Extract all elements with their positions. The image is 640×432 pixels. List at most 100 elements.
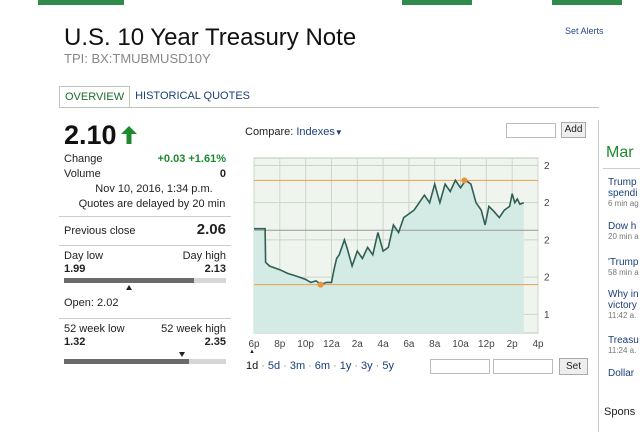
news-time: 11:24 a. [608, 346, 637, 355]
news-item[interactable]: Dollar [608, 368, 640, 379]
divider [59, 245, 231, 246]
news-time: 6 min ag [608, 199, 639, 208]
x-tick-label: 4a [378, 339, 390, 350]
range-link-3y[interactable]: 3y [361, 360, 373, 372]
news-headline[interactable]: Dollar [608, 368, 635, 379]
top-nav-tab[interactable] [402, 0, 472, 5]
separator-dot: · [283, 360, 287, 372]
last-price: 2.10 [64, 119, 117, 150]
day-low-label: Day low [64, 250, 104, 262]
week52-range-bar [64, 352, 226, 364]
news-headline[interactable]: 'Trump [608, 257, 639, 268]
week52-range: 52 week low 52 week high 1.32 2.35 [59, 323, 231, 364]
separator-dot: · [354, 360, 359, 372]
x-tick-label: 12a [323, 339, 340, 350]
news-headline[interactable]: Why in [608, 289, 639, 300]
x-tick-label: 6p [248, 339, 260, 350]
page-title: U.S. 10 Year Treasury Note [64, 24, 357, 51]
week52-low-value: 1.32 [64, 336, 86, 348]
news-headline[interactable]: spendi [608, 188, 638, 199]
set-button[interactable]: Set [559, 358, 588, 375]
y-tick-label: 2.05 [544, 235, 550, 246]
range-link-5d[interactable]: 5d [267, 360, 281, 372]
week52-range-fill [64, 359, 189, 364]
news-time: 58 min a [608, 268, 639, 277]
range-link-6m[interactable]: 6m [314, 360, 331, 372]
news-headline[interactable]: Dow h [608, 221, 637, 232]
compare-label: Compare: [245, 126, 294, 138]
change-value: +0.03 +1.61% [157, 153, 226, 165]
range-link-3m[interactable]: 3m [289, 360, 306, 372]
intraday-chart[interactable]: 2.15 2.10 2.05 2.00 1.95 6p 8p 10p 12a 2a 4a 6a 8a 10… [240, 155, 550, 350]
news-item[interactable]: Why in victory 11:42 a. [608, 289, 640, 321]
y-tick-label: 1.95 [544, 310, 550, 321]
add-button[interactable]: Add [561, 122, 586, 138]
day-range-fill [64, 278, 194, 283]
caret-down-icon: ▼ [334, 128, 343, 137]
compare-dropdown[interactable]: Indexes▼ [296, 126, 342, 138]
top-nav-tab[interactable] [552, 0, 622, 5]
tab-historical-quotes[interactable]: HISTORICAL QUOTES [135, 90, 251, 102]
range-link-1y[interactable]: 1y [339, 360, 352, 372]
volume-value: 0 [219, 168, 226, 180]
end-date-input[interactable] [493, 359, 553, 374]
x-tick-label: 10a [452, 339, 469, 350]
range-link-5y[interactable]: 5y [382, 360, 394, 372]
x-tick-label: 6a [403, 339, 415, 350]
separator-dot: · [333, 360, 337, 372]
x-tick-label: 4p [532, 339, 544, 350]
previous-close-label: Previous close [64, 225, 136, 237]
divider [603, 168, 640, 169]
news-time: 11:42 a. [608, 311, 637, 320]
news-item[interactable]: Trump spendi 6 min ag [608, 177, 640, 209]
compare-symbol-input[interactable] [506, 123, 556, 138]
compare-dropdown-label: Indexes [296, 126, 335, 138]
previous-close-value: 2.06 [196, 221, 226, 238]
change-label: Change [64, 153, 103, 165]
news-item[interactable]: Dow h 20 min a [608, 221, 640, 242]
quote-tabs: OVERVIEW HISTORICAL QUOTES [59, 86, 255, 108]
volume-label: Volume [64, 168, 101, 180]
top-nav-tab[interactable] [38, 0, 124, 5]
change-row: Change +0.03 +1.61% [59, 152, 231, 167]
x-tick-label: 8a [429, 339, 441, 350]
news-headline[interactable]: Treasu [608, 335, 639, 346]
day-range: Day low Day high 1.99 2.13 Open: 2.02 [59, 250, 231, 310]
separator-dot: · [308, 360, 312, 372]
y-tick-label: 2.00 [544, 273, 550, 284]
week52-high-value: 2.35 [204, 336, 226, 348]
tab-overview[interactable]: OVERVIEW [59, 86, 131, 108]
range-pointer-icon: ▲ [249, 349, 255, 355]
series-area [254, 180, 524, 333]
divider [59, 216, 231, 217]
start-date-input[interactable] [430, 359, 490, 374]
news-item[interactable]: Treasu 11:24 a. [608, 335, 640, 356]
sponsored-label: Spons [604, 406, 636, 418]
sidebar-heading: Mar [606, 144, 634, 161]
compare-control: Compare: Indexes▼ [245, 126, 343, 138]
x-tick-label: 2p [507, 339, 519, 350]
news-headline[interactable]: victory [608, 300, 637, 311]
news-item[interactable]: 'Trump 58 min a [608, 257, 640, 278]
week52-current-marker [179, 352, 186, 357]
day-range-bar [64, 278, 226, 290]
volume-row: Volume 0 [59, 167, 231, 182]
day-high-label: Day high [182, 250, 226, 262]
week52-low-label: 52 week low [64, 323, 125, 335]
previous-close-row: Previous close 2.06 [59, 221, 231, 241]
range-link-1d[interactable]: 1d [246, 360, 259, 372]
series-line [254, 178, 525, 286]
tab-divider [59, 107, 599, 108]
x-tick-label: 8p [274, 339, 286, 350]
range-selector: 1d · 5d · 3m · 6m · 1y · 3y · 5y [246, 360, 394, 372]
ticker-symbol: TPI: BX:TMUBMUSD10Y [64, 51, 211, 66]
marker-low [317, 281, 324, 288]
day-low-value: 1.99 [64, 263, 86, 275]
set-alerts-link[interactable]: Set Alerts [565, 26, 604, 36]
news-headline[interactable]: Trump [608, 177, 637, 188]
x-tick-label: 12p [478, 339, 495, 350]
divider [59, 318, 231, 319]
day-high-value: 2.13 [204, 263, 226, 275]
quote-panel: 2.10 Change +0.03 +1.61% Volume 0 Nov 10… [59, 118, 231, 364]
x-tick-label: 2a [352, 339, 364, 350]
